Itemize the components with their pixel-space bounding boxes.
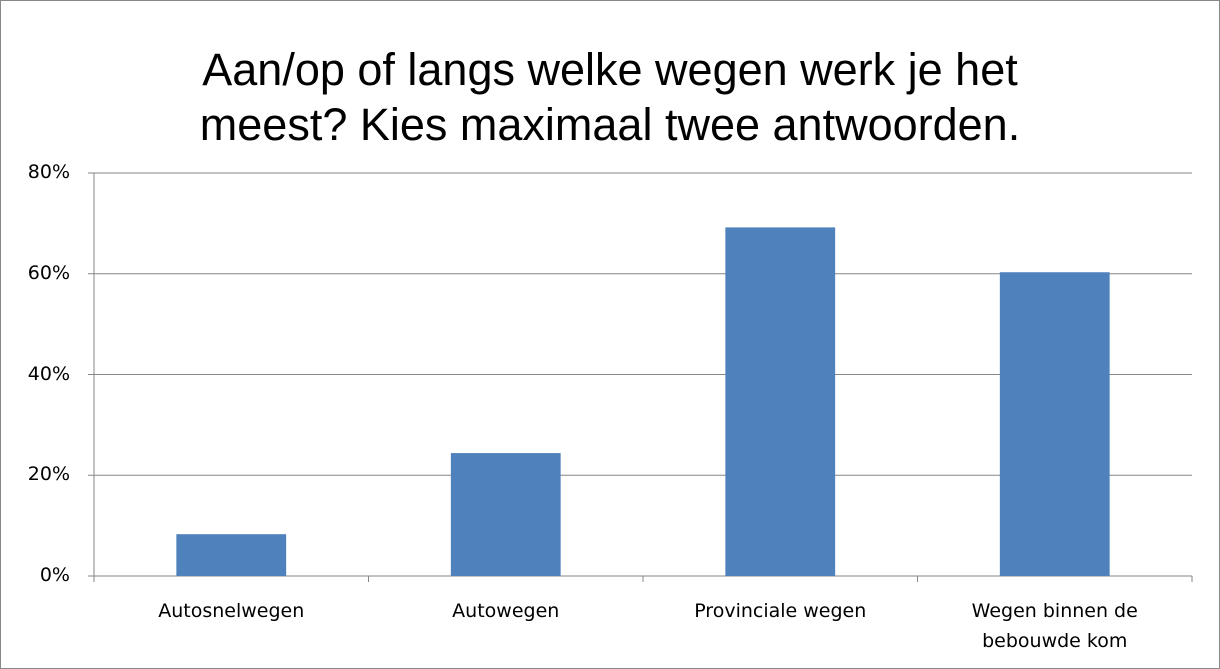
y-tick-label: 40% <box>27 362 70 385</box>
y-tick-label: 80% <box>27 161 70 183</box>
y-tick-label: 20% <box>27 463 70 486</box>
bar <box>725 227 836 576</box>
x-tick-label: Autosnelwegen <box>158 600 305 622</box>
y-tick-label: 0% <box>39 564 70 586</box>
chart-title: Aan/op of langs welke wegen werk je het … <box>199 44 1021 150</box>
bar <box>176 534 287 576</box>
bar <box>999 272 1110 576</box>
x-tick-label: Wegen binnen de bebouwde kom <box>971 600 1138 652</box>
bar <box>450 453 561 576</box>
x-tick-label: Provinciale wegen <box>694 600 867 622</box>
x-tick-label: Autowegen <box>452 600 560 622</box>
y-tick-label: 60% <box>27 261 70 284</box>
